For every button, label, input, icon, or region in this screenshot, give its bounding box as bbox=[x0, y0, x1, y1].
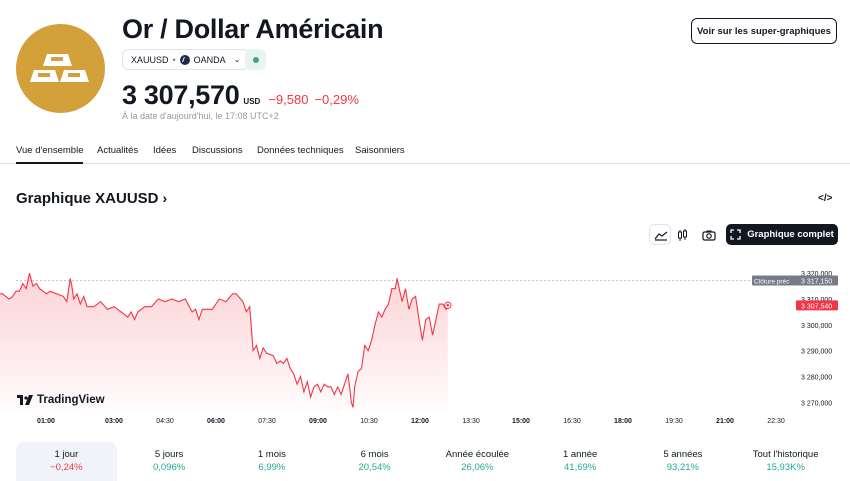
period-change: 41,69% bbox=[564, 462, 597, 473]
chart-title-link[interactable]: Graphique XAUUSD › bbox=[16, 190, 167, 207]
price-timestamp: À la date d'aujourd'hui, le 17:08 UTC+2 bbox=[122, 111, 279, 121]
period-label: 6 mois bbox=[360, 449, 389, 460]
area-chart-icon bbox=[654, 231, 668, 241]
period-change: −0,24% bbox=[50, 462, 83, 473]
full-chart-button[interactable]: Graphique complet bbox=[726, 224, 838, 245]
period-item[interactable]: 1 jour −0,24% bbox=[16, 442, 117, 481]
super-charts-button[interactable]: Voir sur les super-graphiques bbox=[691, 18, 837, 44]
y-tick-label: 3 290,000 bbox=[801, 349, 832, 356]
x-tick-label: 13:30 bbox=[462, 418, 480, 425]
tab-overview[interactable]: Vue d'ensemble bbox=[16, 140, 84, 164]
x-tick-label: 04:30 bbox=[156, 418, 174, 425]
period-item[interactable]: 5 jours 0,096% bbox=[119, 442, 220, 481]
price-area-fill bbox=[0, 273, 448, 410]
chart-title: Graphique XAUUSD bbox=[16, 190, 159, 207]
price-value: 3 307,570 bbox=[122, 80, 240, 110]
period-label: 1 jour bbox=[54, 449, 79, 460]
prev-close-badge bbox=[752, 275, 838, 286]
tab-seasonals[interactable]: Saisonniers bbox=[355, 145, 405, 156]
x-tick-label: 16:30 bbox=[563, 418, 581, 425]
page-title: Or / Dollar Américain bbox=[122, 14, 384, 44]
embed-code-icon[interactable]: </> bbox=[818, 193, 833, 204]
period-label: 1 année bbox=[562, 449, 598, 460]
tab-bar: Vue d'ensemble Actualités Idées Discussi… bbox=[0, 140, 850, 164]
tab-ideas[interactable]: Idées bbox=[153, 145, 177, 156]
tab-news[interactable]: Actualités bbox=[97, 145, 139, 156]
x-tick-label: 07:30 bbox=[258, 418, 276, 425]
camera-icon bbox=[702, 230, 716, 241]
x-tick-label: 18:00 bbox=[614, 418, 632, 425]
period-change: 93,21% bbox=[666, 462, 699, 473]
tradingview-logo[interactable]: TradingView bbox=[17, 394, 105, 406]
x-tick-label: 19:30 bbox=[665, 418, 683, 425]
period-label: Année écoulée bbox=[445, 449, 510, 460]
tab-technicals[interactable]: Données techniques bbox=[257, 145, 344, 156]
area-chart-style-button[interactable] bbox=[649, 224, 671, 245]
oanda-icon bbox=[179, 54, 190, 65]
symbol-selector[interactable]: XAUUSD • OANDA ⌄ bbox=[122, 49, 250, 70]
performance-periods: 1 jour −0,24% 5 jours 0,096% 1 mois 6,99% 6 mo… bbox=[16, 442, 838, 481]
market-status-indicator[interactable] bbox=[245, 49, 266, 70]
prev-close-label: Clôture préc bbox=[754, 279, 790, 286]
price-row: 3 307,570 USD −9,580 −0,29% bbox=[122, 80, 359, 111]
x-tick-label: 21:00 bbox=[716, 418, 734, 425]
period-change: 6,99% bbox=[258, 462, 286, 473]
x-tick-label: 01:00 bbox=[37, 418, 55, 425]
snapshot-button[interactable] bbox=[697, 224, 719, 245]
period-label: Tout l'historique bbox=[752, 449, 819, 460]
candle-chart-style-button[interactable] bbox=[671, 224, 693, 245]
tradingview-icon bbox=[17, 395, 33, 405]
x-tick-label: 12:00 bbox=[411, 418, 429, 425]
x-tick-label: 03:00 bbox=[105, 418, 123, 425]
period-change: 0,096% bbox=[153, 462, 186, 473]
price-line bbox=[0, 273, 449, 408]
y-tick-label: 3 280,000 bbox=[801, 374, 832, 381]
x-tick-label: 15:00 bbox=[512, 418, 530, 425]
last-price-value: 3 307,540 bbox=[801, 303, 832, 310]
period-label: 5 jours bbox=[154, 449, 184, 460]
period-change: 26,06% bbox=[461, 462, 494, 473]
period-item[interactable]: 5 années 93,21% bbox=[633, 442, 734, 481]
x-tick-label: 06:00 bbox=[207, 418, 225, 425]
symbol-label: XAUUSD bbox=[131, 54, 169, 65]
exchange-label: OANDA bbox=[193, 54, 226, 65]
period-item[interactable]: 6 mois 20,54% bbox=[324, 442, 425, 481]
prev-close-value: 3 317,150 bbox=[801, 279, 832, 286]
tradingview-label: TradingView bbox=[37, 394, 105, 406]
currency-label: USD bbox=[243, 97, 261, 106]
full-chart-label: Graphique complet bbox=[747, 229, 834, 240]
period-label: 5 années bbox=[663, 449, 703, 460]
period-label: 1 mois bbox=[257, 449, 286, 460]
period-change: 20,54% bbox=[358, 462, 391, 473]
last-price-badge bbox=[796, 300, 838, 311]
y-tick-label: 3 270,000 bbox=[801, 400, 832, 407]
x-tick-label: 22:30 bbox=[767, 418, 785, 425]
chevron-right-icon: › bbox=[162, 190, 168, 206]
candlestick-icon bbox=[678, 229, 687, 241]
period-item[interactable]: 1 année 41,69% bbox=[530, 442, 631, 481]
period-item[interactable]: Année écoulée 26,06% bbox=[427, 442, 528, 481]
y-tick-label: 3 320,000 bbox=[801, 271, 832, 278]
fullscreen-icon bbox=[730, 229, 741, 240]
price-change: −9,580 bbox=[268, 92, 309, 107]
x-tick-label: 10:30 bbox=[360, 418, 378, 425]
separator-dot: • bbox=[172, 54, 176, 65]
period-change: 15,93K% bbox=[766, 462, 805, 473]
y-tick-label: 3 300,000 bbox=[801, 323, 832, 330]
tab-discussions[interactable]: Discussions bbox=[192, 145, 243, 156]
chevron-down-icon: ⌄ bbox=[233, 55, 241, 64]
gold-bars-icon bbox=[30, 54, 89, 82]
gold-logo bbox=[16, 24, 105, 113]
period-item[interactable]: Tout l'historique 15,93K% bbox=[735, 442, 836, 481]
last-price-dot bbox=[446, 304, 450, 307]
price-change-pct: −0,29% bbox=[314, 92, 359, 107]
period-item[interactable]: 1 mois 6,99% bbox=[222, 442, 323, 481]
x-tick-label: 09:00 bbox=[309, 418, 327, 425]
